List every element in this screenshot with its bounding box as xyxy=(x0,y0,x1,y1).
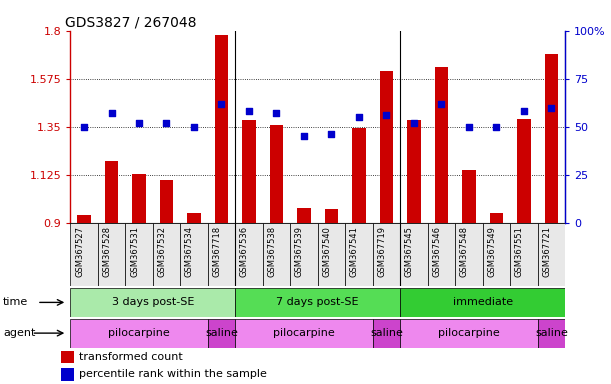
Text: GSM367534: GSM367534 xyxy=(185,226,194,277)
Point xyxy=(161,120,171,126)
Point xyxy=(327,131,337,137)
Bar xyxy=(407,120,421,223)
FancyBboxPatch shape xyxy=(98,223,125,286)
FancyBboxPatch shape xyxy=(400,223,428,286)
FancyBboxPatch shape xyxy=(70,223,98,286)
FancyBboxPatch shape xyxy=(373,223,400,286)
Text: GSM367718: GSM367718 xyxy=(213,226,222,277)
Text: GSM367551: GSM367551 xyxy=(515,226,524,277)
Text: GSM367549: GSM367549 xyxy=(488,226,497,277)
Bar xyxy=(104,161,119,223)
Point xyxy=(409,120,419,126)
FancyBboxPatch shape xyxy=(400,288,565,317)
Point xyxy=(299,133,309,139)
Bar xyxy=(159,180,174,223)
FancyBboxPatch shape xyxy=(538,319,565,348)
Text: saline: saline xyxy=(535,328,568,338)
FancyBboxPatch shape xyxy=(483,223,510,286)
Point xyxy=(79,124,89,130)
Text: GSM367545: GSM367545 xyxy=(405,226,414,277)
FancyBboxPatch shape xyxy=(510,223,538,286)
Text: immediate: immediate xyxy=(453,297,513,308)
Bar xyxy=(132,174,146,223)
Text: GSM367536: GSM367536 xyxy=(240,226,249,277)
FancyBboxPatch shape xyxy=(455,223,483,286)
Text: GSM367539: GSM367539 xyxy=(295,226,304,277)
Text: GSM367532: GSM367532 xyxy=(158,226,166,277)
Text: 7 days post-SE: 7 days post-SE xyxy=(276,297,359,308)
Bar xyxy=(269,124,284,223)
Bar xyxy=(61,369,74,381)
Text: pilocarpine: pilocarpine xyxy=(273,328,335,338)
Point xyxy=(217,101,227,107)
Point xyxy=(519,108,529,114)
Bar xyxy=(61,351,74,363)
Text: transformed count: transformed count xyxy=(79,352,183,362)
FancyBboxPatch shape xyxy=(400,319,538,348)
Point xyxy=(492,124,502,130)
FancyBboxPatch shape xyxy=(318,223,345,286)
FancyBboxPatch shape xyxy=(538,223,565,286)
FancyBboxPatch shape xyxy=(70,319,208,348)
Bar xyxy=(544,54,558,223)
FancyBboxPatch shape xyxy=(235,319,373,348)
Bar xyxy=(77,215,91,223)
Text: percentile rank within the sample: percentile rank within the sample xyxy=(79,369,267,379)
FancyBboxPatch shape xyxy=(345,223,373,286)
Bar xyxy=(517,119,531,223)
FancyBboxPatch shape xyxy=(373,319,400,348)
Point xyxy=(381,112,392,118)
FancyBboxPatch shape xyxy=(235,288,400,317)
Bar xyxy=(297,208,311,223)
Text: GSM367538: GSM367538 xyxy=(268,226,277,277)
Text: GSM367719: GSM367719 xyxy=(378,226,387,277)
Point xyxy=(189,124,199,130)
Bar xyxy=(434,67,448,223)
FancyBboxPatch shape xyxy=(70,288,235,317)
FancyBboxPatch shape xyxy=(125,223,153,286)
Text: GSM367528: GSM367528 xyxy=(103,226,112,277)
Point xyxy=(547,104,557,111)
Text: GSM367540: GSM367540 xyxy=(323,226,332,277)
FancyBboxPatch shape xyxy=(208,223,235,286)
Text: GSM367548: GSM367548 xyxy=(460,226,469,277)
Point xyxy=(107,110,117,116)
Text: pilocarpine: pilocarpine xyxy=(108,328,170,338)
Text: GSM367546: GSM367546 xyxy=(433,226,442,277)
FancyBboxPatch shape xyxy=(153,223,180,286)
FancyBboxPatch shape xyxy=(180,223,208,286)
FancyBboxPatch shape xyxy=(235,223,263,286)
Text: GSM367721: GSM367721 xyxy=(543,226,552,277)
FancyBboxPatch shape xyxy=(428,223,455,286)
Bar xyxy=(242,120,256,223)
Point xyxy=(464,124,474,130)
Point xyxy=(437,101,447,107)
Bar xyxy=(489,213,503,223)
Text: GSM367527: GSM367527 xyxy=(75,226,84,277)
Point xyxy=(134,120,144,126)
Text: time: time xyxy=(3,297,28,308)
Point xyxy=(244,108,254,114)
Text: agent: agent xyxy=(3,328,35,338)
FancyBboxPatch shape xyxy=(208,319,235,348)
Text: GSM367531: GSM367531 xyxy=(130,226,139,277)
Text: 3 days post-SE: 3 days post-SE xyxy=(112,297,194,308)
Bar xyxy=(187,213,201,223)
Bar xyxy=(462,170,476,223)
Point xyxy=(354,114,364,120)
Bar xyxy=(214,35,229,223)
Bar xyxy=(324,209,338,223)
Bar xyxy=(352,128,366,223)
Point xyxy=(272,110,282,116)
Bar xyxy=(379,71,393,223)
FancyBboxPatch shape xyxy=(263,223,290,286)
Text: GSM367541: GSM367541 xyxy=(350,226,359,277)
Text: saline: saline xyxy=(205,328,238,338)
FancyBboxPatch shape xyxy=(290,223,318,286)
Text: pilocarpine: pilocarpine xyxy=(438,328,500,338)
Text: GDS3827 / 267048: GDS3827 / 267048 xyxy=(65,16,197,30)
Text: saline: saline xyxy=(370,328,403,338)
